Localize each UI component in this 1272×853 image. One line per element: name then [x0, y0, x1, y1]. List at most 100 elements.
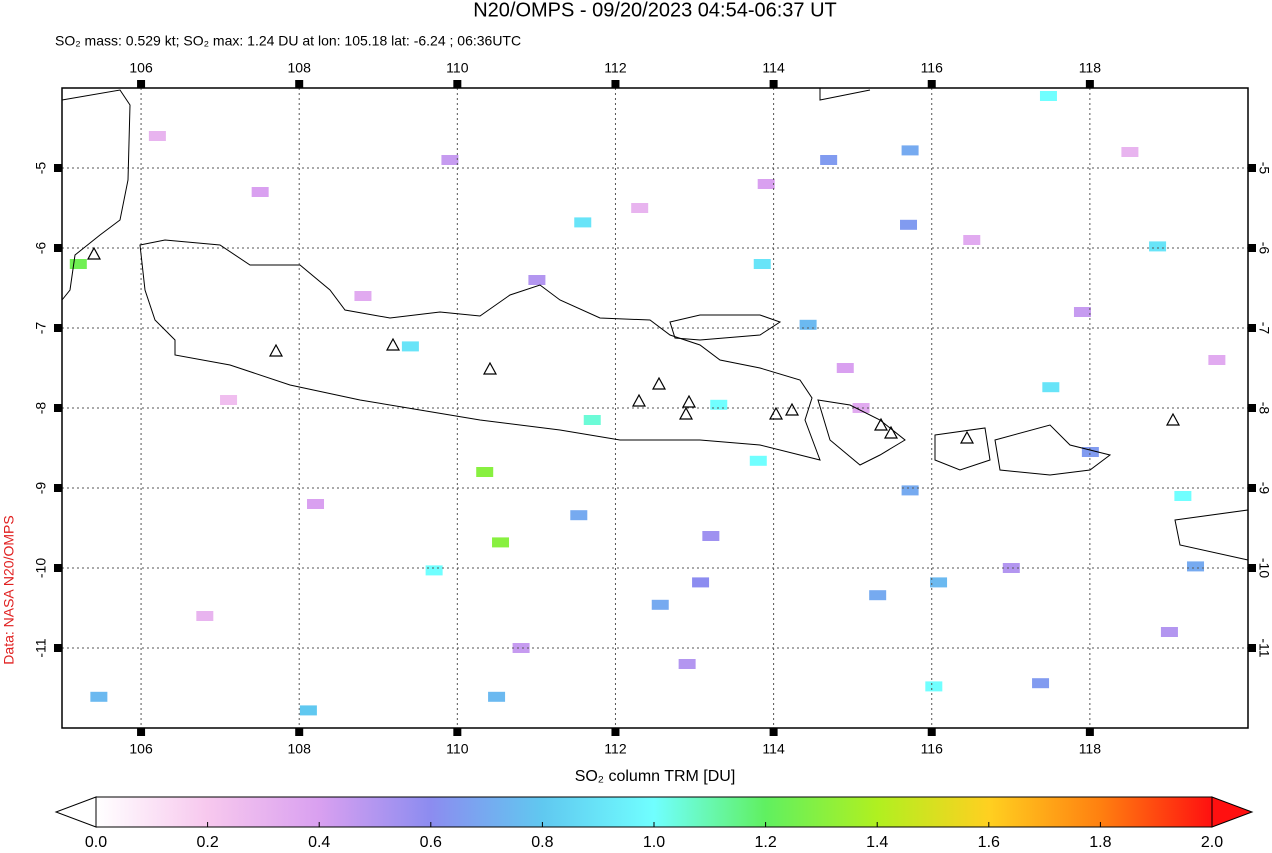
- volcano: [268, 343, 284, 357]
- y-tick-label: -6: [1256, 242, 1272, 255]
- colorbar-tick-label: 1.6: [978, 834, 1000, 851]
- grid: [54, 80, 1256, 736]
- x-tick-label: 116: [921, 60, 944, 76]
- coastline: [669, 314, 782, 341]
- volcanoes: [86, 246, 1181, 444]
- so2-cell: [963, 235, 981, 245]
- so2-cell: [631, 203, 649, 213]
- coastline: [61, 89, 131, 301]
- volcano: [482, 361, 498, 375]
- colorbar-tick-label: 1.8: [1089, 834, 1111, 851]
- volcano: [1165, 412, 1181, 426]
- so2-cell: [196, 611, 214, 621]
- so2-cell: [220, 395, 238, 405]
- so2-cell: [930, 577, 948, 588]
- y-tick-label: -7: [1256, 322, 1272, 335]
- volcano: [86, 246, 102, 260]
- so2-cell: [425, 565, 443, 576]
- so2-cell: [583, 415, 601, 425]
- colorbar-tick-label: 0.8: [531, 834, 553, 851]
- so2-cell: [925, 681, 943, 692]
- so2-cell: [1073, 307, 1091, 317]
- y-tick-label: -11: [1256, 638, 1272, 657]
- so2-cell: [1002, 563, 1020, 573]
- x-tick-label: 112: [604, 60, 627, 76]
- colorbar-tick-label: 1.4: [866, 834, 888, 851]
- plot-frame: [61, 87, 1249, 729]
- so2-cell: [441, 155, 459, 165]
- x-tick-label: 114: [762, 60, 785, 76]
- x-tick-label: 106: [129, 741, 153, 757]
- so2-cell: [1208, 355, 1226, 365]
- x-tick-label: 108: [288, 741, 312, 757]
- so2-cell: [488, 691, 506, 702]
- coastline: [934, 427, 991, 471]
- colorbar-tick-label: 1.2: [754, 834, 776, 851]
- colorbar-tick-label: 1.0: [643, 834, 665, 851]
- x-tick-label: 106: [129, 60, 153, 76]
- so2-cell: [90, 691, 108, 702]
- so2-cell: [354, 291, 372, 301]
- so2-cell: [710, 399, 728, 410]
- so2-cell: [574, 217, 592, 228]
- y-tick-label: -7: [33, 322, 49, 335]
- so2-cell: [1187, 561, 1205, 572]
- volcano: [959, 430, 975, 444]
- volcano: [883, 425, 899, 439]
- so2-cell: [1160, 627, 1178, 637]
- so2-cell: [1174, 491, 1192, 501]
- so2-cell: [1042, 382, 1060, 393]
- x-tick-label: 114: [762, 741, 785, 757]
- chart-title: N20/OMPS - 09/20/2023 04:54-06:37 UT: [473, 0, 837, 21]
- so2-cell: [757, 179, 775, 189]
- so2-cell: [299, 705, 317, 716]
- so2-cell: [528, 275, 546, 285]
- coastline: [817, 399, 906, 466]
- x-tick-label: 118: [1079, 60, 1102, 76]
- coastline: [1174, 509, 1249, 561]
- x-tick-label: 110: [446, 741, 469, 757]
- so2-cell: [1081, 447, 1099, 457]
- volcano: [784, 402, 800, 416]
- x-tick-label: 116: [921, 741, 944, 757]
- y-tick-label: -9: [1256, 482, 1272, 495]
- y-tick-label: -8: [33, 402, 49, 415]
- y-tick-label: -9: [33, 482, 49, 495]
- so2-cell: [651, 599, 669, 610]
- volcano: [631, 393, 647, 407]
- coastline: [994, 424, 1112, 476]
- coastlines: [61, 88, 1249, 561]
- y-tick-label: -11: [33, 638, 49, 657]
- coastline: [819, 88, 871, 101]
- so2-cell: [869, 590, 887, 601]
- colorbar-label: SO₂ column TRM [DU]: [575, 768, 736, 785]
- so2-cell: [1032, 678, 1050, 689]
- so2-cell: [476, 467, 494, 477]
- colorbar-tick-label: 0.2: [196, 834, 218, 851]
- so2-cell: [678, 659, 696, 669]
- colorbar-tick-label: 2.0: [1201, 834, 1223, 851]
- so2-cell: [692, 577, 710, 588]
- so2-cell: [1121, 147, 1139, 157]
- y-tick-label: -8: [1256, 402, 1272, 415]
- volcano: [873, 417, 889, 431]
- colorbar-min-arrow: [54, 796, 97, 828]
- volcano: [681, 394, 697, 408]
- so2-cell: [901, 485, 919, 496]
- y-tick-label: -10: [33, 558, 49, 578]
- colorbar-max-arrow: [1211, 796, 1254, 828]
- so2-cell: [852, 403, 870, 413]
- so2-cell: [148, 131, 166, 141]
- so2-cell: [401, 341, 419, 352]
- so2-cell: [820, 155, 838, 165]
- so2-cell: [799, 319, 817, 330]
- x-tick-label: 118: [1079, 741, 1102, 757]
- y-tick-label: -5: [1256, 162, 1272, 175]
- so2-cell: [512, 643, 530, 653]
- colorbar-tick-label: 0.6: [420, 834, 442, 851]
- so2-cell: [702, 531, 720, 541]
- so2-cell: [570, 510, 588, 521]
- x-tick-label: 112: [604, 741, 627, 757]
- so2-cell: [749, 455, 767, 466]
